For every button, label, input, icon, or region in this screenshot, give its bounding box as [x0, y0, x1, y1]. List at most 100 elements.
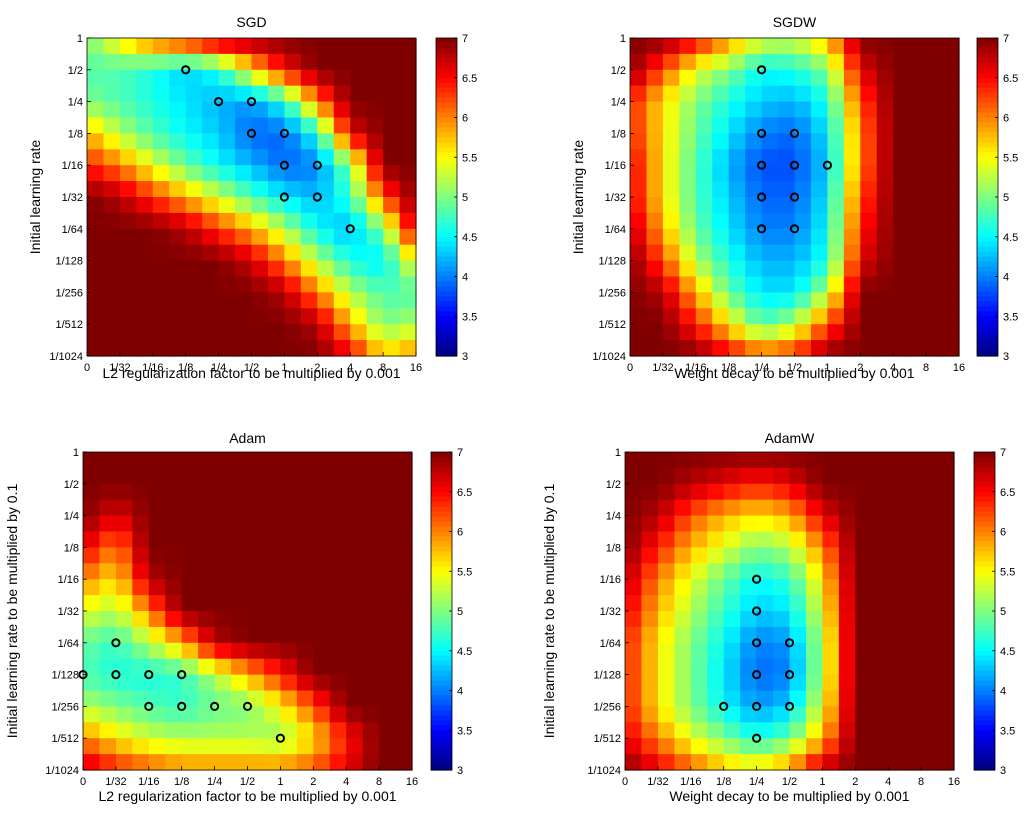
- heatmap-cell: [235, 69, 253, 87]
- heatmap-cell: [350, 69, 368, 87]
- heatmap-cell: [674, 483, 692, 501]
- heatmap-cell: [789, 595, 807, 612]
- heatmap-cell: [284, 324, 302, 341]
- heatmap-cell: [247, 531, 265, 548]
- heatmap-cell: [87, 197, 105, 214]
- colorbar-band: [974, 491, 995, 498]
- heatmap-cell: [366, 53, 384, 71]
- heatmap-cell: [395, 515, 413, 533]
- heatmap-cell: [625, 738, 643, 755]
- heatmap-cell: [247, 754, 265, 771]
- colorbar-band: [974, 680, 995, 687]
- heatmap-cell: [657, 499, 675, 517]
- heatmap-cell: [761, 53, 779, 71]
- colorbar-band: [977, 281, 998, 288]
- heatmap-cell: [625, 611, 643, 628]
- heatmap-cell: [871, 658, 889, 676]
- heatmap-cell: [395, 483, 413, 501]
- heatmap-cell: [346, 642, 364, 660]
- heatmap-cell: [838, 642, 856, 660]
- heatmap-cell: [662, 292, 680, 309]
- heatmap-cell: [231, 611, 249, 628]
- heatmap-cell: [893, 69, 911, 87]
- heatmap-cell: [366, 212, 384, 230]
- heatmap-cell: [152, 101, 170, 119]
- heatmap-cell: [728, 324, 746, 341]
- heatmap-cell: [888, 690, 906, 707]
- colorbar-band: [977, 157, 998, 163]
- heatmap-cell: [679, 181, 697, 198]
- heatmap-cell: [300, 308, 318, 325]
- colorbar-band: [436, 102, 457, 109]
- colorbar-band: [977, 102, 998, 109]
- heatmap-cell: [679, 85, 697, 103]
- heatmap-cell: [313, 706, 331, 723]
- heatmap-cell: [99, 563, 117, 580]
- panel-title: SGD: [236, 14, 266, 30]
- heatmap-cell: [745, 324, 763, 341]
- colorbar-band: [974, 521, 995, 528]
- colorbar-band: [977, 152, 998, 158]
- heatmap-cell: [103, 38, 121, 55]
- heatmap-cell: [822, 579, 840, 596]
- heatmap-cell: [395, 547, 413, 564]
- heatmap-cell: [313, 642, 331, 660]
- heatmap-cell: [876, 117, 894, 134]
- heatmap-cell: [745, 181, 763, 198]
- heatmap-cell: [745, 38, 763, 55]
- heatmap-cell: [723, 531, 741, 548]
- heatmap-cell: [235, 38, 253, 55]
- colorbar-tick-label: 5.5: [462, 152, 477, 164]
- heatmap-cell: [165, 706, 183, 723]
- heatmap-cell: [745, 340, 763, 357]
- heatmap-cell: [843, 53, 861, 71]
- heatmap-cell: [723, 515, 741, 533]
- heatmap-cell: [723, 722, 741, 739]
- heatmap-cell: [148, 754, 166, 771]
- heatmap-cell: [625, 706, 643, 723]
- heatmap-cell: [202, 244, 220, 262]
- heatmap-cell: [395, 658, 413, 676]
- heatmap-cell: [679, 308, 697, 325]
- heatmap-cell: [235, 181, 253, 198]
- colorbar-band: [431, 750, 452, 756]
- colorbar-band: [436, 127, 457, 134]
- heatmap-cell: [909, 244, 927, 262]
- x-tick-label: 2: [310, 776, 316, 788]
- heatmap-cell: [707, 579, 725, 596]
- heatmap-cell: [185, 260, 203, 278]
- heatmap-cell: [165, 658, 183, 676]
- heatmap-cell: [103, 308, 121, 325]
- heatmap-cell: [263, 626, 281, 644]
- heatmap-cell: [778, 244, 796, 262]
- heatmap-cell: [296, 738, 314, 755]
- colorbar-band: [974, 650, 995, 657]
- heatmap-cell: [395, 754, 413, 771]
- heatmap-cell: [350, 324, 368, 341]
- heatmap-cell: [761, 276, 779, 293]
- heatmap-cell: [756, 642, 774, 660]
- colorbar-band: [977, 67, 998, 74]
- heatmap-cell: [83, 611, 101, 628]
- heatmap-cell: [926, 276, 944, 293]
- colorbar-tick-label: 6.5: [1000, 487, 1015, 499]
- colorbar-band: [431, 471, 452, 478]
- colorbar-band: [431, 640, 452, 647]
- heatmap-cell: [843, 69, 861, 87]
- heatmap-cell: [630, 69, 648, 87]
- heatmap-cell: [888, 531, 906, 548]
- heatmap-cell: [83, 579, 101, 596]
- heatmap-cell: [136, 244, 154, 262]
- colorbar-band: [977, 271, 998, 278]
- heatmap-cell: [646, 149, 664, 166]
- heatmap-cell: [235, 324, 253, 341]
- heatmap-cell: [333, 85, 351, 103]
- heatmap-cell: [379, 563, 397, 580]
- colorbar-band: [974, 561, 995, 567]
- heatmap-cell: [214, 706, 232, 723]
- heatmap-cell: [740, 515, 758, 533]
- heatmap-cell: [641, 611, 659, 628]
- colorbar: 33.544.555.566.57: [430, 447, 472, 777]
- best-setting-marker: [752, 733, 762, 743]
- heatmap-cell: [280, 626, 298, 644]
